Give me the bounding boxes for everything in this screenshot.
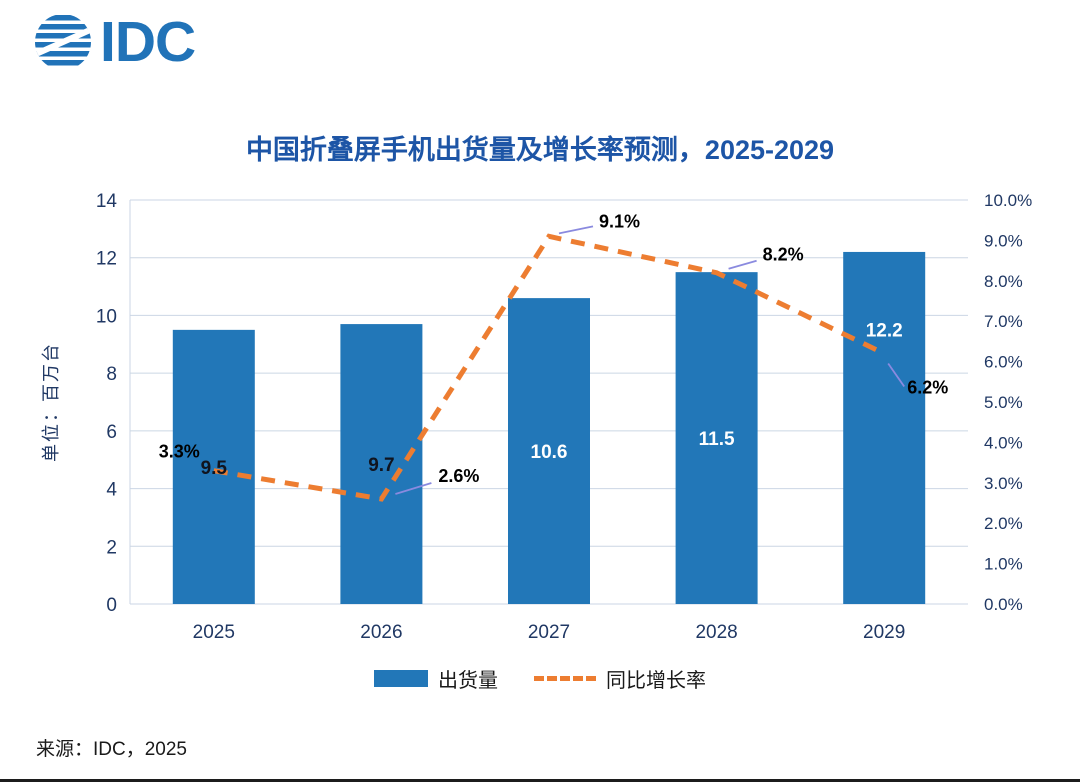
right-axis-tick: 7.0% [984,312,1023,331]
bar-2029 [843,251,926,604]
growth-line [213,233,886,502]
left-axis-tick: 0 [106,595,117,616]
bar-2026 [340,324,423,604]
right-axis-tick: 3.0% [984,474,1023,493]
idc-globe-icon [35,15,91,66]
x-axis-label: 2028 [695,622,737,643]
x-axis-label: 2026 [360,622,402,643]
right-axis-tick: 1.0% [984,555,1023,574]
right-axis-tick: 9.0% [984,231,1023,250]
chart-title: 中国折叠屏手机出货量及增长率预测，2025-2029 [245,135,835,165]
bar-2025 [172,329,255,604]
right-axis-tick: 4.0% [984,433,1023,452]
bar-2027 [508,298,590,604]
right-axis-tick: 6.0% [984,353,1023,372]
legend-item-shipments: 出货量 [374,664,498,693]
left-axis-title: 单位：百万台 [41,342,61,462]
bar-value-label: 12.2 [866,320,903,341]
bottom-border [0,779,1080,782]
legend-label-growth: 同比增长率 [606,670,706,692]
growth-value-label: 2.6% [438,466,479,486]
x-axis-label: 2025 [193,622,235,643]
right-axis-tick: 0.0% [984,595,1023,614]
left-axis-tick: 14 [96,191,118,212]
left-axis-tick: 6 [106,422,117,443]
growth-value-label: 8.2% [763,245,804,265]
left-axis-tick: 8 [106,364,117,385]
line-series-swatch [534,676,596,681]
legend-label-shipments: 出货量 [438,670,498,692]
bar-value-label: 10.6 [531,442,568,463]
bar-value-label: 11.5 [699,429,735,450]
right-axis-tick: 10.0% [984,191,1032,210]
bar-value-label: 9.5 [201,458,228,479]
right-axis-tick: 8.0% [984,272,1023,291]
left-axis-tick: 12 [96,249,117,270]
source-note: 来源：IDC，2025 [36,739,187,760]
callout-line [558,225,594,235]
growth-value-label: 9.1% [599,211,640,231]
left-axis-tick: 2 [106,537,117,558]
idc-logo: IDC [33,9,196,74]
callout-line [887,363,905,388]
bar-2028 [675,272,758,604]
x-axis-label: 2027 [528,622,570,643]
chart-legend: 出货量 同比增长率 [0,664,1080,693]
bar-series-swatch [374,670,428,687]
callout-line [395,482,432,495]
left-axis-tick: 4 [106,480,117,501]
right-axis-tick: 2.0% [984,514,1023,533]
growth-value-label: 3.3% [159,442,200,462]
legend-item-growth: 同比增长率 [534,664,706,693]
left-axis-tick: 10 [96,306,117,327]
growth-value-label: 6.2% [907,378,948,398]
right-axis-tick: 5.0% [984,393,1023,412]
idc-logo-text: IDC [100,9,196,74]
callout-line [728,259,757,270]
bar-value-label: 9.7 [368,455,394,476]
x-axis-label: 2029 [863,622,905,643]
